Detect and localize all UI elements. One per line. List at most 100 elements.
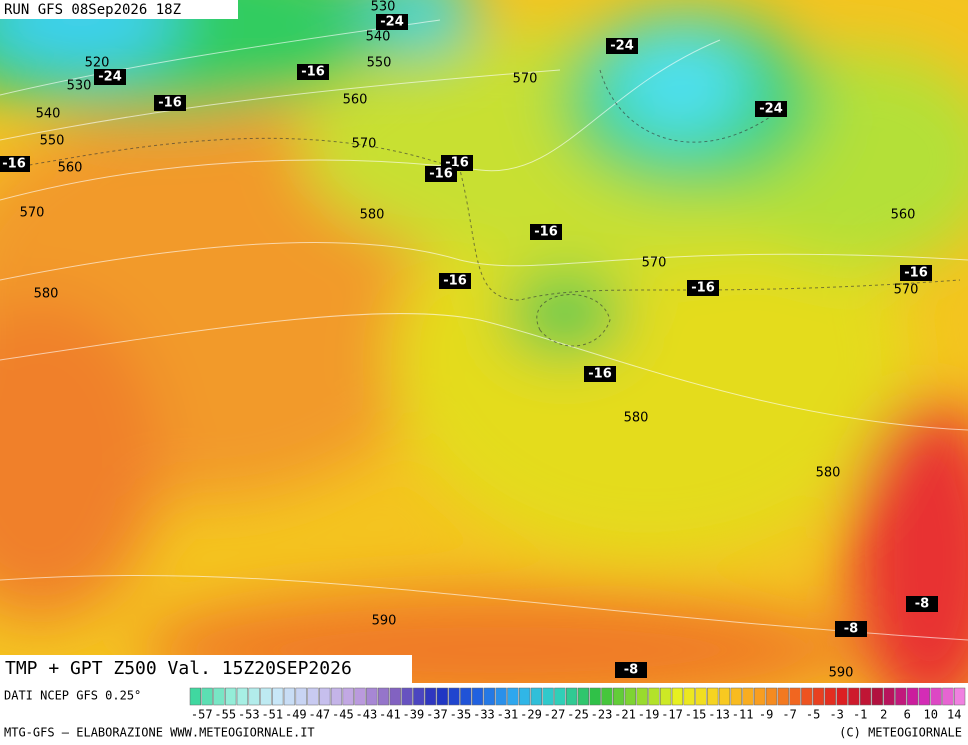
height-label: 530: [67, 79, 92, 94]
height-label: 520: [85, 56, 110, 71]
scale-swatch: [683, 687, 695, 706]
temperature-label: -16: [158, 96, 182, 111]
height-label: 540: [366, 30, 391, 45]
temperature-label: -16: [691, 281, 715, 296]
scale-swatch: [554, 687, 566, 706]
scale-swatch: [436, 687, 448, 706]
header-box: [0, 0, 238, 19]
scale-swatch: [660, 687, 672, 706]
scale-swatch: [413, 687, 425, 706]
scale-label: -57: [191, 708, 213, 722]
scale-swatch: [248, 687, 260, 706]
height-label: 560: [58, 161, 83, 176]
scale-swatch: [953, 687, 966, 706]
height-label: 550: [367, 56, 392, 71]
scale-swatch: [671, 687, 684, 706]
scale-swatch: [918, 687, 930, 706]
copyright: (C) METEOGIORNALE: [839, 726, 962, 740]
temperature-label: -16: [2, 157, 26, 172]
temperature-label: -16: [301, 65, 325, 80]
scale-swatch: [272, 687, 284, 706]
temperature-label: -16: [443, 274, 467, 289]
scale-swatch: [906, 687, 919, 706]
scale-label: -15: [685, 708, 707, 722]
temperature-label-box: [0, 156, 30, 172]
run-label: RUN GFS 08Sep2026 18Z: [4, 2, 181, 18]
scale-label: -47: [308, 708, 330, 722]
credit: MTG-GFS — ELABORAZIONE WWW.METEOGIORNALE…: [4, 726, 315, 740]
scale-swatch: [589, 687, 601, 706]
scale-swatch: [307, 687, 319, 706]
height-label: 570: [20, 206, 45, 221]
height-label: 560: [891, 208, 916, 223]
scale-swatch: [718, 687, 731, 706]
scale-swatch: [742, 687, 754, 706]
scale-label: -11: [732, 708, 754, 722]
scale-swatch: [777, 687, 789, 706]
temperature-label: -24: [759, 102, 783, 117]
scale-swatch: [424, 687, 437, 706]
scale-label: -33: [473, 708, 495, 722]
scale-label: -7: [782, 708, 796, 722]
scale-swatch: [201, 687, 213, 706]
scale-label: -1: [853, 708, 867, 722]
scale-label: -9: [759, 708, 773, 722]
scale-swatch: [930, 687, 942, 706]
temperature-label: -16: [429, 167, 453, 182]
scale-label: -17: [661, 708, 683, 722]
temperature-label: -16: [588, 367, 612, 382]
height-label: 540: [36, 107, 61, 122]
scale-label: -3: [829, 708, 843, 722]
temperature-label: -24: [98, 70, 122, 85]
temperature-label: -16: [534, 225, 558, 240]
scale-swatch: [707, 687, 719, 706]
scale-swatch: [624, 687, 637, 706]
scale-swatch: [613, 687, 625, 706]
temperature-label-box: [297, 64, 329, 80]
scale-swatch: [319, 687, 331, 706]
scale-swatch: [495, 687, 507, 706]
height-label: 580: [624, 411, 649, 426]
scale-label: -51: [261, 708, 283, 722]
scale-label: 10: [924, 708, 938, 722]
scale-swatch: [601, 687, 613, 706]
scale-swatch: [401, 687, 413, 706]
scale-label: -43: [356, 708, 378, 722]
scale-swatch: [883, 687, 895, 706]
scale-swatch: [565, 687, 578, 706]
temperature-label: -8: [915, 597, 929, 612]
scale-swatch: [295, 687, 307, 706]
scale-swatch: [354, 687, 366, 706]
temperature-label-box: [425, 166, 457, 182]
scale-swatch: [859, 687, 872, 706]
scale-swatch: [730, 687, 742, 706]
scale-label: -21: [614, 708, 636, 722]
height-label: 580: [816, 466, 841, 481]
data-source: DATI NCEP GFS 0.25°: [4, 689, 141, 703]
temperature-label-box: [835, 621, 867, 637]
scale-swatch: [342, 687, 354, 706]
temperature-label-box: [94, 69, 126, 85]
scale-label: -41: [379, 708, 401, 722]
scale-swatch: [448, 687, 460, 706]
scale-swatch: [330, 687, 343, 706]
scale-swatch: [871, 687, 883, 706]
map: 530 540 520 530 550 570 560 540 550 560 570 570 580 5…: [0, 0, 968, 683]
scale-label: -31: [497, 708, 519, 722]
scale-swatch: [636, 687, 648, 706]
map-title: TMP + GPT Z500 Val. 15Z20SEP2026: [5, 658, 352, 679]
scale-swatch: [848, 687, 860, 706]
temperature-label-box: [584, 366, 616, 382]
scale-swatch: [471, 687, 484, 706]
scale-swatch: [225, 687, 237, 706]
title-box: [0, 655, 412, 683]
scale-swatch: [213, 687, 225, 706]
scale-swatch: [801, 687, 813, 706]
temperature-label-box: [376, 14, 408, 30]
scale-swatch: [530, 687, 542, 706]
scale-swatch: [895, 687, 907, 706]
scale-swatch: [283, 687, 296, 706]
scale-label: -55: [214, 708, 236, 722]
temperature-label: -8: [844, 622, 858, 637]
scale-swatch: [460, 687, 472, 706]
